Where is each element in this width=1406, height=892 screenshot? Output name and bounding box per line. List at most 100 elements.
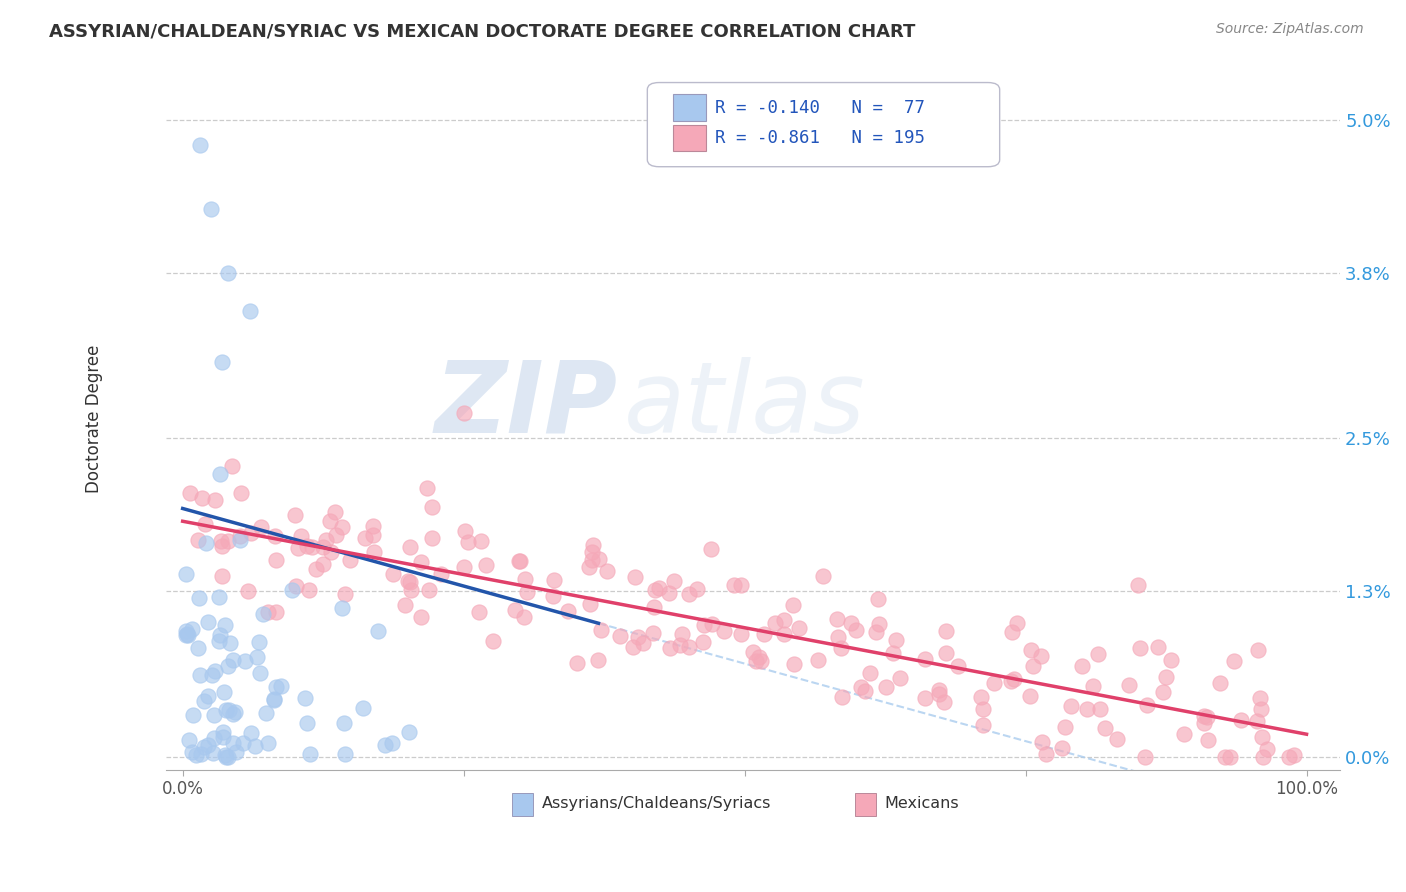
Point <box>631 636 654 650</box>
Point <box>233 653 256 667</box>
Point <box>948 659 970 673</box>
Point <box>240 525 263 540</box>
Point <box>238 584 260 599</box>
Point <box>503 603 526 617</box>
Point <box>264 528 287 542</box>
Point <box>589 623 612 637</box>
Point <box>176 627 198 641</box>
Point <box>595 564 617 578</box>
FancyBboxPatch shape <box>647 83 1000 167</box>
Point <box>453 406 475 420</box>
Point <box>204 664 226 678</box>
Point <box>928 687 950 701</box>
Point <box>201 668 224 682</box>
Point <box>1219 750 1241 764</box>
Point <box>284 508 307 522</box>
Point <box>845 623 868 637</box>
Point <box>868 617 890 632</box>
Point <box>399 574 422 589</box>
Point <box>176 628 198 642</box>
Point <box>763 615 786 630</box>
Point <box>207 633 229 648</box>
Point <box>181 745 204 759</box>
Point <box>509 554 531 568</box>
Point <box>323 505 346 519</box>
Point <box>1129 640 1152 655</box>
Point <box>239 725 262 739</box>
Point <box>214 618 236 632</box>
Point <box>578 559 600 574</box>
Point <box>1146 640 1168 654</box>
Point <box>1001 624 1024 639</box>
Point <box>972 718 994 732</box>
Point <box>827 630 849 644</box>
Point <box>184 747 207 762</box>
Point <box>1160 653 1182 667</box>
Point <box>215 702 238 716</box>
Point <box>1197 732 1219 747</box>
Point <box>318 514 340 528</box>
Point <box>1277 750 1299 764</box>
Point <box>1256 742 1278 756</box>
Point <box>1194 715 1216 730</box>
Point <box>935 646 957 660</box>
Point <box>312 557 335 571</box>
Point <box>193 739 215 754</box>
Point <box>972 702 994 716</box>
Point <box>208 590 231 604</box>
Point <box>741 645 763 659</box>
Point <box>700 541 723 556</box>
Point <box>179 733 201 747</box>
Point <box>1000 673 1022 688</box>
Point <box>214 748 236 763</box>
Point <box>212 725 235 739</box>
Point <box>394 599 416 613</box>
Point <box>1230 714 1253 728</box>
Point <box>232 736 254 750</box>
Point <box>686 582 709 596</box>
Point <box>1019 643 1042 657</box>
Point <box>266 605 288 619</box>
Point <box>1019 689 1042 703</box>
Point <box>928 683 950 698</box>
Point <box>1118 678 1140 692</box>
Point <box>1249 691 1271 706</box>
Point <box>194 516 217 531</box>
Point <box>212 684 235 698</box>
Point <box>197 615 219 630</box>
Point <box>420 500 443 514</box>
Point <box>1053 721 1076 735</box>
Point <box>609 629 631 643</box>
Point <box>250 520 273 534</box>
Point <box>217 534 239 549</box>
Point <box>882 646 904 660</box>
Point <box>190 491 212 506</box>
Point <box>225 745 247 759</box>
Text: Mexicans: Mexicans <box>884 796 959 811</box>
Point <box>1251 750 1274 764</box>
Point <box>1029 648 1052 663</box>
Point <box>200 202 222 216</box>
Point <box>983 676 1005 690</box>
Point <box>1087 647 1109 661</box>
Point <box>1246 714 1268 728</box>
Point <box>807 653 830 667</box>
Point <box>668 638 690 652</box>
Point <box>1035 747 1057 761</box>
Text: ASSYRIAN/CHALDEAN/SYRIAC VS MEXICAN DOCTORATE DEGREE CORRELATION CHART: ASSYRIAN/CHALDEAN/SYRIAC VS MEXICAN DOCT… <box>49 22 915 40</box>
Point <box>193 693 215 707</box>
Point <box>339 552 361 566</box>
Point <box>263 693 285 707</box>
Point <box>243 739 266 754</box>
Point <box>644 582 666 597</box>
Point <box>217 266 239 280</box>
Point <box>229 533 252 547</box>
Point <box>865 625 887 640</box>
Point <box>1173 727 1195 741</box>
Point <box>543 573 565 587</box>
Point <box>197 738 219 752</box>
Point <box>187 591 209 605</box>
Point <box>730 577 752 591</box>
Point <box>866 591 889 606</box>
Point <box>543 590 565 604</box>
